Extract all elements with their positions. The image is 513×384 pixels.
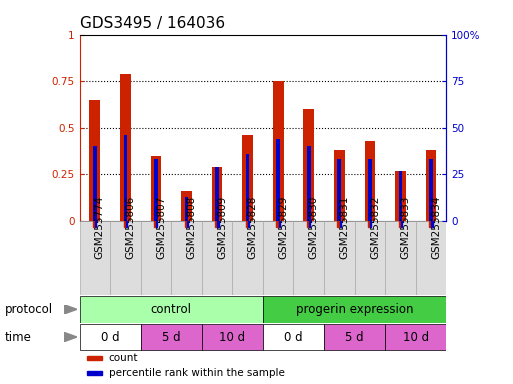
Bar [154, 159, 158, 221]
Text: control: control [151, 303, 192, 316]
Bar [156, 221, 157, 227]
Bar [293, 221, 324, 296]
Bar [246, 221, 248, 227]
Polygon shape [64, 333, 77, 342]
Text: GSM255829: GSM255829 [278, 195, 288, 258]
Text: GSM255807: GSM255807 [156, 195, 166, 258]
Polygon shape [64, 305, 77, 314]
Bar [124, 221, 125, 227]
Text: time: time [5, 331, 32, 344]
Bar [232, 221, 263, 296]
Bar [426, 150, 437, 221]
Bar [95, 221, 96, 227]
Text: GSM255774: GSM255774 [95, 195, 105, 258]
Bar [273, 81, 284, 221]
Bar [309, 221, 310, 227]
Text: GSM255830: GSM255830 [309, 195, 319, 258]
Bar [87, 371, 102, 375]
Bar [187, 221, 188, 227]
Bar [80, 324, 141, 350]
Text: 0 d: 0 d [101, 331, 120, 344]
Bar [126, 221, 127, 227]
Bar [354, 221, 385, 296]
Bar [141, 221, 171, 296]
Bar [385, 221, 416, 296]
Bar [242, 135, 253, 221]
Text: GDS3495 / 164036: GDS3495 / 164036 [80, 16, 225, 31]
Text: 0 d: 0 d [284, 331, 303, 344]
Text: percentile rank within the sample: percentile rank within the sample [109, 368, 285, 378]
Bar [110, 221, 141, 296]
Bar [263, 296, 446, 323]
Bar [279, 221, 280, 227]
Bar [334, 150, 345, 221]
Bar [340, 221, 341, 227]
Text: GSM255809: GSM255809 [217, 195, 227, 258]
Bar [215, 167, 219, 221]
Text: 5 d: 5 d [345, 331, 364, 344]
Bar [124, 135, 127, 221]
Bar [181, 191, 192, 221]
Bar [324, 221, 354, 296]
Bar [401, 221, 402, 227]
Bar [87, 356, 102, 360]
Bar [277, 221, 278, 227]
Bar [365, 141, 375, 221]
Bar [141, 324, 202, 350]
Bar [120, 74, 131, 221]
Bar [416, 221, 446, 296]
Text: GSM255834: GSM255834 [431, 195, 441, 258]
Text: GSM255833: GSM255833 [401, 195, 410, 258]
Bar [154, 221, 156, 227]
Text: 5 d: 5 d [162, 331, 181, 344]
Bar [93, 146, 96, 221]
Text: progerin expression: progerin expression [296, 303, 413, 316]
Bar [80, 296, 263, 323]
Text: GSM255831: GSM255831 [339, 195, 349, 258]
Bar [399, 170, 402, 221]
Text: GSM255806: GSM255806 [125, 195, 135, 258]
Bar [307, 146, 310, 221]
Bar [89, 100, 100, 221]
Text: GSM255828: GSM255828 [248, 195, 258, 258]
Bar [246, 154, 249, 221]
Bar [215, 221, 217, 227]
Bar [218, 221, 219, 227]
Text: 10 d: 10 d [403, 331, 429, 344]
Bar [80, 221, 110, 296]
Bar [368, 221, 370, 227]
Bar [277, 139, 280, 221]
Bar [395, 170, 406, 221]
Bar [151, 156, 161, 221]
Text: 10 d: 10 d [219, 331, 245, 344]
Bar [212, 167, 223, 221]
Bar [324, 324, 385, 350]
Text: protocol: protocol [5, 303, 53, 316]
Bar [385, 324, 446, 350]
Bar [303, 109, 314, 221]
Text: GSM255832: GSM255832 [370, 195, 380, 258]
Bar [185, 197, 188, 221]
Bar [370, 221, 371, 227]
Text: count: count [109, 353, 139, 363]
Bar [202, 324, 263, 350]
Bar [368, 159, 372, 221]
Bar [93, 221, 95, 227]
Bar [399, 221, 401, 227]
Bar [185, 221, 187, 227]
Bar [263, 324, 324, 350]
Bar [429, 159, 433, 221]
Bar [431, 221, 432, 227]
Bar [338, 159, 341, 221]
Bar [171, 221, 202, 296]
Bar [202, 221, 232, 296]
Bar [307, 221, 309, 227]
Bar [248, 221, 249, 227]
Bar [338, 221, 339, 227]
Text: GSM255808: GSM255808 [187, 195, 196, 258]
Bar [429, 221, 431, 227]
Bar [263, 221, 293, 296]
